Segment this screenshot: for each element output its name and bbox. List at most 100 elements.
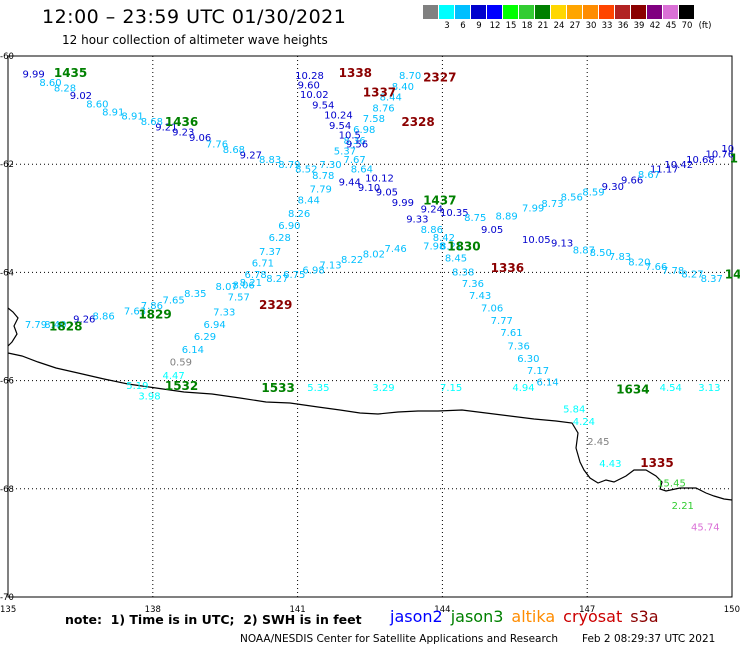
- legend-swatches: [423, 5, 715, 19]
- legend-label: 27: [569, 21, 581, 31]
- wave-height-value: 8.42: [433, 233, 455, 244]
- wave-height-value: 7.99: [522, 203, 544, 214]
- pass-id: 1435: [54, 66, 87, 80]
- wave-height-value: 8.79: [278, 160, 300, 171]
- pass-id: 1533: [261, 381, 294, 395]
- wave-height-value: 6.30: [517, 354, 539, 365]
- lon-tick-label: 147: [579, 605, 595, 615]
- wave-height-value: 6.78: [245, 270, 267, 281]
- wave-height-value: 8.28: [54, 83, 76, 94]
- lat-tick-label: -68: [0, 485, 14, 495]
- lat-tick-label: -60: [0, 52, 14, 62]
- wave-height-value: 7.36: [462, 279, 484, 290]
- wave-height-value: 15.45: [657, 478, 686, 489]
- wave-height-value: 7.33: [213, 307, 235, 318]
- legend-swatch: [615, 5, 631, 19]
- wave-height-value: 8.60: [39, 78, 61, 89]
- legend-swatch: [519, 5, 535, 19]
- wave-height-value: 7.79: [310, 185, 332, 196]
- wave-height-value: 9.99: [22, 69, 44, 80]
- pass-id: 2327: [423, 71, 456, 85]
- legend-swatch: [663, 5, 679, 19]
- mission-s3a: s3a: [630, 607, 659, 626]
- wave-height-value: 8.38: [452, 267, 474, 278]
- wave-height-value: 8.35: [184, 289, 206, 300]
- wave-height-value: 9.27: [240, 150, 262, 161]
- wave-height-value: 9.26: [73, 314, 95, 325]
- wave-height-value: 10.42: [664, 160, 693, 171]
- pass-id: 1335: [640, 456, 673, 470]
- wave-height-value: 8.37: [701, 274, 723, 285]
- wave-height-value: 8.40: [392, 82, 414, 93]
- map-border: [7, 55, 733, 598]
- wave-height-value: 7.66: [645, 262, 667, 273]
- wave-height-value: 8.26: [288, 209, 310, 220]
- mission-cryosat: cryosat: [563, 607, 623, 626]
- wave-height-value: 9.02: [70, 91, 92, 102]
- lon-tick-label: 141: [289, 605, 305, 615]
- legend-label: 30: [585, 21, 597, 31]
- wave-height-value: 8.50: [590, 248, 612, 259]
- wave-height-value: 9.54: [312, 101, 334, 112]
- wave-height-value: 6.14: [182, 345, 204, 356]
- legend-label: 18: [521, 21, 533, 31]
- wave-height-value: 8.75: [464, 213, 486, 224]
- wave-height-value: 7.77: [491, 316, 513, 327]
- legend-swatch: [599, 5, 615, 19]
- pass-id: 1830: [447, 239, 480, 253]
- wave-height-value: 8.86: [421, 225, 443, 236]
- wave-height-value: 10.35: [440, 208, 469, 219]
- lon-tick-label: 150: [724, 605, 740, 615]
- legend-label: 45: [665, 21, 677, 31]
- legend-label: 12: [489, 21, 501, 31]
- wave-height-value: 9.60: [298, 81, 320, 92]
- wave-height-value: 7.06: [481, 304, 503, 315]
- wave-height-value: 4.43: [599, 459, 621, 470]
- legend-swatch: [503, 5, 519, 19]
- wave-height-value: 8.44: [380, 93, 402, 104]
- pass-id: 1338: [339, 66, 372, 80]
- wave-height-value: 7.43: [469, 291, 491, 302]
- legend-label: 3: [444, 21, 450, 31]
- wave-height-value: 8.44: [298, 195, 320, 206]
- wave-height-value: 8.21: [240, 278, 262, 289]
- wave-height-value: 8.27: [681, 269, 703, 280]
- wave-height-value: 10.68: [686, 155, 715, 166]
- mission-legend: jason2 jason3 altika cryosat s3a: [390, 607, 667, 626]
- wave-height-value: 5.84: [563, 405, 585, 416]
- wave-height-value: 4.54: [660, 383, 682, 394]
- pass-id: 14: [725, 267, 740, 281]
- wave-height-value: 10.12: [365, 174, 394, 185]
- wave-height-value: 8.89: [495, 212, 517, 223]
- pass-id: 1828: [49, 319, 82, 333]
- wave-height-value: 6.90: [278, 221, 300, 232]
- legend-swatch: [679, 5, 695, 19]
- legend-unit: (ft): [698, 21, 712, 31]
- wave-height-value: 8.87: [573, 246, 595, 257]
- wave-height-value: 7.78: [662, 266, 684, 277]
- wave-height-value: 8.76: [372, 103, 394, 114]
- wave-height-value: 10.28: [295, 71, 324, 82]
- legend-label: 21: [537, 21, 549, 31]
- legend-swatch: [647, 5, 663, 19]
- wave-height-value: 10.5: [339, 130, 361, 141]
- wave-height-value: 7.46: [384, 244, 406, 255]
- wave-height-value: 3.13: [698, 383, 720, 394]
- lat-tick-label: -62: [0, 160, 14, 170]
- wave-height-value: 4.94: [512, 383, 534, 394]
- wave-height-value: 4.47: [162, 371, 184, 382]
- wave-height-labels: 9.998.608.289.028.608.918.918.689.219.23…: [22, 69, 734, 533]
- wave-height-value: 8.52: [295, 165, 317, 176]
- wave-height-value: 10.24: [324, 110, 353, 121]
- wave-height-value: 7.98: [423, 241, 445, 252]
- wave-height-value: 8.83: [259, 155, 281, 166]
- wave-height-value: 7.67: [343, 155, 365, 166]
- legend-label: 33: [601, 21, 613, 31]
- legend-labels: 3 6 9 12 15 18 21 24 27 30 33 36 39 42 45 70 (ft): [423, 21, 715, 31]
- wave-height-value: 6.98: [353, 125, 375, 136]
- wave-height-value: 9.05: [376, 187, 398, 198]
- wave-height-value: 5.35: [307, 383, 329, 394]
- wave-height-value: 7.57: [228, 293, 250, 304]
